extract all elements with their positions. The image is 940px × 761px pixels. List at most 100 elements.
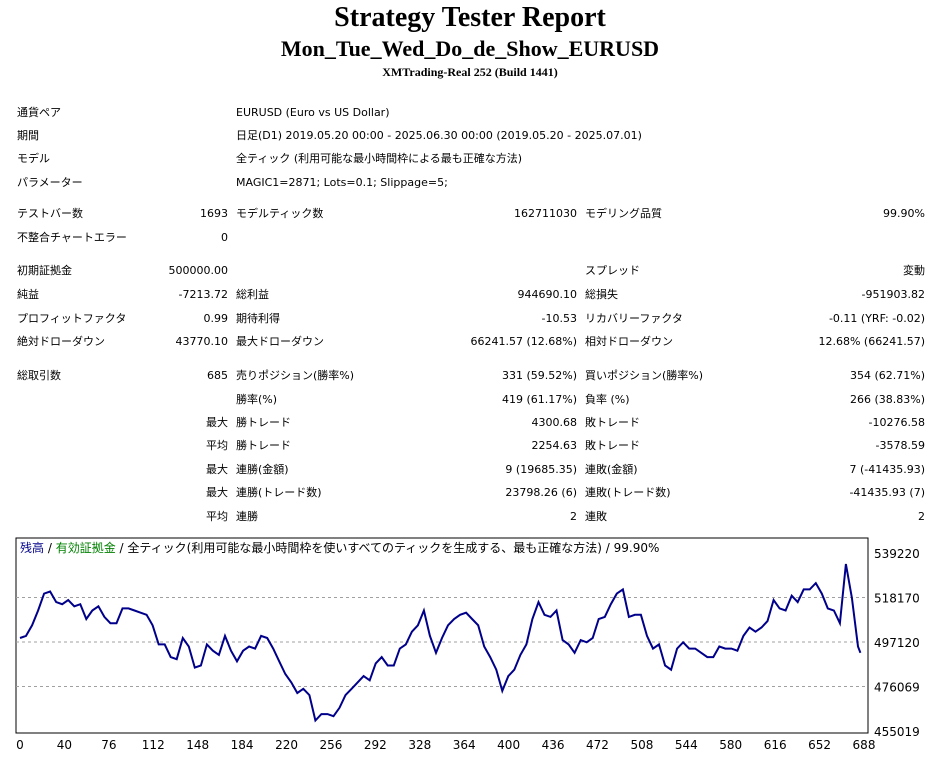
x-tick-label: 400 <box>497 738 520 752</box>
legend-equity: 有効証拠金 <box>56 540 116 555</box>
setting-row-parameters: パラメーター MAGIC1=2871; Lots=0.1; Slippage=5… <box>0 172 940 194</box>
y-tick-label: 455019 <box>874 725 920 739</box>
ticks-value: 162711030 <box>514 207 577 220</box>
max-label: 最大 <box>206 486 228 499</box>
gross-profit-value: 944690.10 <box>517 288 578 301</box>
abs-dd-label: 絶対ドローダウン <box>17 335 105 348</box>
average-loss-value: -3578.59 <box>875 439 925 452</box>
max-cons-loss-label: 連敗(トレード数) <box>585 486 671 499</box>
x-tick-label: 40 <box>57 738 72 752</box>
abs-dd-value: 43770.10 <box>175 335 229 348</box>
recovery-label: リカバリーファクタ <box>585 312 683 325</box>
plot-area <box>15 537 869 734</box>
x-tick-label: 364 <box>453 738 476 752</box>
setting-value: 日足(D1) 2019.05.20 00:00 - 2025.06.30 00:… <box>236 129 642 142</box>
loss-pct-value: 266 (38.83%) <box>849 393 925 406</box>
max-label: 最大 <box>206 463 228 476</box>
total-trades-label: 総取引数 <box>17 369 61 382</box>
average-label: 平均 <box>206 439 228 452</box>
x-tick-label: 472 <box>586 738 609 752</box>
bars-value: 1693 <box>200 207 228 220</box>
gross-profit-label: 総利益 <box>236 288 269 301</box>
long-value: 354 (62.71%) <box>849 369 925 382</box>
setting-value: 全ティック (利用可能な最小時間枠による最も正確な方法) <box>236 152 523 165</box>
legend-balance: 残高 <box>20 540 44 555</box>
ticks-label: モデルティック数 <box>236 207 324 220</box>
results-row-deposit: 初期証拠金 500000.00 スプレッド 変動 <box>0 260 940 282</box>
max-cons-wins-label: 連勝(金額) <box>236 463 289 476</box>
quality-value: 99.90% <box>883 207 925 220</box>
payoff-label: 期待利得 <box>236 312 280 325</box>
total-trades-value: 685 <box>207 369 228 382</box>
average-win-value: 2254.63 <box>531 439 578 452</box>
win-pct-label: 勝率(%) <box>236 393 278 406</box>
win-pct-value: 419 (61.17%) <box>501 393 577 406</box>
payoff-value: -10.53 <box>541 312 577 325</box>
max-cons-losses-value: 7 (-41435.93) <box>849 463 925 476</box>
mismatch-value: 0 <box>221 231 228 244</box>
x-tick-label: 0 <box>16 738 24 752</box>
gross-loss-label: 総損失 <box>585 288 618 301</box>
deposit-label: 初期証拠金 <box>17 264 72 277</box>
avg-cons-losses-label: 連敗 <box>585 510 607 523</box>
max-dd-value: 66241.57 (12.68%) <box>470 335 577 348</box>
max-cons-losses-label: 連敗(金額) <box>585 463 638 476</box>
spread-value: 変動 <box>903 264 925 277</box>
results-row-net: 純益 -7213.72 総利益 944690.10 総損失 -951903.82 <box>0 284 940 306</box>
x-tick-label: 112 <box>142 738 165 752</box>
grid <box>16 596 868 688</box>
max-cons-profit-value: 23798.26 (6) <box>505 486 577 499</box>
x-tick-label: 148 <box>186 738 209 752</box>
expert-name: Mon_Tue_Wed_Do_de_Show_EURUSD <box>280 36 660 61</box>
average-win-label: 勝トレード <box>236 439 291 452</box>
setting-value: MAGIC1=2871; Lots=0.1; Slippage=5; <box>236 176 448 189</box>
rel-dd-label: 相対ドローダウン <box>585 335 673 348</box>
quality-label: モデリング品質 <box>585 207 662 220</box>
x-tick-label: 292 <box>364 738 387 752</box>
setting-label: 期間 <box>17 129 39 142</box>
largest-loss-label: 敗トレード <box>585 416 640 429</box>
bars-label: テストバー数 <box>17 207 83 220</box>
results-row-cons-count: 最大 連勝(トレード数) 23798.26 (6) 連敗(トレード数) -414… <box>0 482 940 504</box>
y-tick-label: 539220 <box>874 547 920 561</box>
largest-loss-value: -10276.58 <box>868 416 925 429</box>
x-tick-label: 544 <box>675 738 698 752</box>
x-tick-label: 76 <box>101 738 116 752</box>
setting-row-model: モデル 全ティック (利用可能な最小時間枠による最も正確な方法) <box>0 148 940 170</box>
mismatch-label: 不整合チャートエラー <box>17 231 127 244</box>
results-row-mismatch: 不整合チャートエラー 0 <box>0 227 940 249</box>
long-label: 買いポジション(勝率%) <box>585 369 704 382</box>
x-tick-label: 580 <box>719 738 742 752</box>
net-value: -7213.72 <box>178 288 228 301</box>
x-tick-label: 436 <box>542 738 565 752</box>
balance-chart: 残高 / 有効証拠金 / 全ティック(利用可能な最小時間枠を使いすべてのティック… <box>15 537 920 752</box>
results-row-cons-amount: 最大 連勝(金額) 9 (19685.35) 連敗(金額) 7 (-41435.… <box>0 459 940 481</box>
pf-label: プロフィットファクタ <box>17 312 127 325</box>
y-axis-labels: 539220 518170 497120 476069 455019 <box>874 547 920 739</box>
results-row-cons-avg: 平均 連勝 2 連敗 2 <box>0 506 940 528</box>
y-tick-label: 518170 <box>874 591 920 605</box>
pf-value: 0.99 <box>203 312 229 325</box>
avg-cons-wins-label: 連勝 <box>236 510 258 523</box>
largest-label: 最大 <box>206 416 228 429</box>
loss-pct-label: 負率 (%) <box>585 393 630 406</box>
results-row-bars: テストバー数 1693 モデルティック数 162711030 モデリング品質 9… <box>0 203 940 225</box>
x-tick-label: 328 <box>408 738 431 752</box>
x-tick-label: 184 <box>231 738 254 752</box>
x-tick-label: 220 <box>275 738 298 752</box>
results-row-average: 平均 勝トレード 2254.63 敗トレード -3578.59 <box>0 435 940 457</box>
recovery-value: -0.11 (YRF: -0.02) <box>828 312 925 325</box>
max-dd-label: 最大ドローダウン <box>236 335 324 348</box>
largest-win-value: 4300.68 <box>531 416 578 429</box>
average-loss-label: 敗トレード <box>585 439 640 452</box>
max-cons-loss-value: -41435.93 (7) <box>849 486 925 499</box>
short-value: 331 (59.52%) <box>501 369 577 382</box>
rel-dd-value: 12.68% (66241.57) <box>818 335 925 348</box>
setting-label: モデル <box>17 152 50 165</box>
max-cons-wins-value: 9 (19685.35) <box>505 463 577 476</box>
results-row-drawdown: 絶対ドローダウン 43770.10 最大ドローダウン 66241.57 (12.… <box>0 331 940 353</box>
results-row-trades: 総取引数 685 売りポジション(勝率%) 331 (59.52%) 買いポジシ… <box>0 365 940 387</box>
setting-row-symbol: 通貨ペア EURUSD (Euro vs US Dollar) <box>0 102 940 124</box>
y-tick-label: 476069 <box>874 681 920 695</box>
results-row-pf: プロフィットファクタ 0.99 期待利得 -10.53 リカバリーファクタ -0… <box>0 308 940 330</box>
